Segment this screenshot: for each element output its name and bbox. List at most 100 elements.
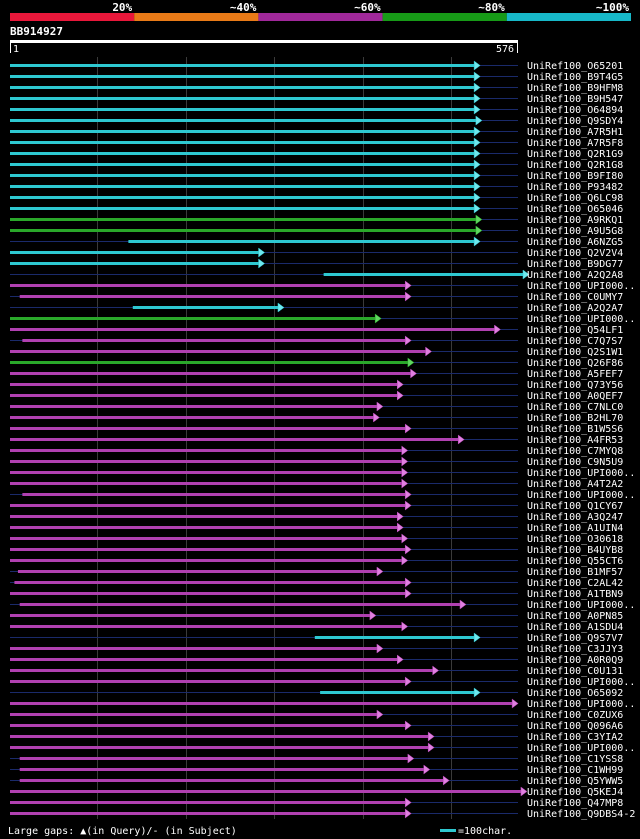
hit-arrowhead <box>473 632 481 643</box>
hit-row: UniRef100_C2AL42 <box>10 577 623 589</box>
hit-row: UniRef100_UPI000.. <box>10 698 635 710</box>
hit-arrowhead <box>401 456 409 467</box>
hit-arrowhead <box>404 423 412 434</box>
hit-label: UniRef100_C3JJY3 <box>527 644 623 655</box>
hit-label: UniRef100_Q47MP8 <box>527 798 623 809</box>
hit-arrowhead <box>404 291 412 302</box>
hit-bar <box>10 427 407 430</box>
hit-label: UniRef100_A0QEF7 <box>527 391 623 402</box>
hit-label: UniRef100_A4FR53 <box>527 435 623 446</box>
query-ruler: 1 576 <box>10 40 518 55</box>
legend-swatch <box>258 13 383 21</box>
hit-arrowhead <box>494 324 501 335</box>
hit-bar <box>10 361 409 364</box>
hit-row: UniRef100_C3YIA2 <box>10 731 623 743</box>
hit-bar <box>10 152 476 155</box>
hit-bar <box>10 669 434 672</box>
hit-arrowhead <box>407 753 415 764</box>
hit-label: UniRef100_C1WH99 <box>527 765 623 776</box>
hit-label: UniRef100_Q54LF1 <box>527 325 623 336</box>
hit-arrowhead <box>473 192 481 203</box>
hit-bar <box>22 493 407 496</box>
hit-bar <box>14 581 407 584</box>
legend-swatch <box>134 13 259 21</box>
hit-label: UniRef100_UPI000.. <box>527 314 635 325</box>
legend-label: ~80% <box>478 1 505 14</box>
hit-arrowhead <box>459 599 467 610</box>
hit-row: UniRef100_C7MYQ8 <box>10 445 623 457</box>
hit-bar <box>10 262 260 265</box>
hit-label: UniRef100_UPI000.. <box>527 677 635 688</box>
hit-bar <box>128 240 476 243</box>
hit-label: UniRef100_Q9DBS4-2 <box>527 809 635 820</box>
hit-arrowhead <box>511 698 519 709</box>
hit-arrowhead <box>427 731 435 742</box>
hit-row: UniRef100_Q5KEJ4 <box>10 786 623 798</box>
hit-bar <box>10 251 260 254</box>
hit-row: UniRef100_O64894 <box>10 104 623 116</box>
hit-row: UniRef100_Q73Y56 <box>10 379 623 391</box>
hit-label: UniRef100_Q73Y56 <box>527 380 623 391</box>
hit-arrowhead <box>376 643 384 654</box>
hit-bar <box>10 812 407 815</box>
hit-label: UniRef100_C7MYQ8 <box>527 446 623 457</box>
hit-arrowhead <box>373 412 380 423</box>
hit-bar <box>10 449 403 452</box>
hit-row: UniRef100_A7R5F8 <box>10 137 623 149</box>
hit-arrowhead <box>404 500 412 511</box>
query-start-label: 1 <box>13 44 19 55</box>
hit-bar <box>10 350 427 353</box>
hit-label: UniRef100_B9H547 <box>527 94 623 105</box>
hit-arrowhead <box>404 544 412 555</box>
hit-bar <box>22 339 407 342</box>
hit-arrowhead <box>473 687 481 698</box>
hit-row: UniRef100_O65092 <box>10 687 623 699</box>
hit-row: UniRef100_C1WH99 <box>10 764 623 776</box>
hit-arrowhead <box>397 390 404 401</box>
hit-arrowhead <box>374 313 382 324</box>
hit-label: UniRef100_Q096A6 <box>527 721 623 732</box>
hit-arrowhead <box>258 258 265 269</box>
hit-arrowhead <box>473 159 481 170</box>
hit-bar <box>10 141 476 144</box>
hit-arrowhead <box>376 566 384 577</box>
hit-label: UniRef100_A0R0Q9 <box>527 655 623 666</box>
hit-label: UniRef100_Q1CY67 <box>527 501 623 512</box>
hit-arrowhead <box>397 379 404 390</box>
hit-bar <box>10 130 476 133</box>
hit-bar <box>10 680 407 683</box>
hit-label: UniRef100_A5FEF7 <box>527 369 623 380</box>
hit-bar <box>19 603 461 606</box>
hit-arrowhead <box>473 181 481 192</box>
hit-bar <box>19 779 445 782</box>
hit-row: UniRef100_B9DG77 <box>10 258 623 270</box>
hit-label: UniRef100_C1YSS8 <box>527 754 623 765</box>
hit-label: UniRef100_B1MF57 <box>527 567 623 578</box>
hit-row: UniRef100_B9T4G5 <box>10 71 623 83</box>
hit-row: UniRef100_A9RKQ1 <box>10 214 623 226</box>
hit-label: UniRef100_A7R5H1 <box>527 127 623 138</box>
hit-row: UniRef100_A4T2A2 <box>10 478 623 490</box>
hit-bar <box>10 174 476 177</box>
hit-bar <box>10 284 407 287</box>
hit-label: UniRef100_Q2V2V4 <box>527 248 623 259</box>
hit-bar <box>19 768 425 771</box>
hit-arrowhead <box>404 797 412 808</box>
hit-label: UniRef100_A7R5F8 <box>527 138 623 149</box>
hit-row: UniRef100_Q9DBS4-2 <box>10 808 635 820</box>
hit-row: UniRef100_UPI000.. <box>10 742 635 754</box>
hit-bar <box>10 614 371 617</box>
hit-arrowhead <box>401 445 409 456</box>
hit-row: UniRef100_Q5YWW5 <box>10 775 623 787</box>
hit-arrowhead <box>404 588 412 599</box>
hit-label: UniRef100_P93482 <box>527 182 623 193</box>
hit-label: UniRef100_C9N5U9 <box>527 457 623 468</box>
hit-row: UniRef100_UPI000.. <box>10 280 635 292</box>
hit-label: UniRef100_A2Q2A8 <box>527 270 623 281</box>
hit-label: UniRef100_C7Q7S7 <box>527 336 623 347</box>
hit-arrowhead <box>473 137 481 148</box>
hit-label: UniRef100_A6NZG5 <box>527 237 623 248</box>
hit-label: UniRef100_B9HFM8 <box>527 83 623 94</box>
hit-bar <box>10 416 375 419</box>
